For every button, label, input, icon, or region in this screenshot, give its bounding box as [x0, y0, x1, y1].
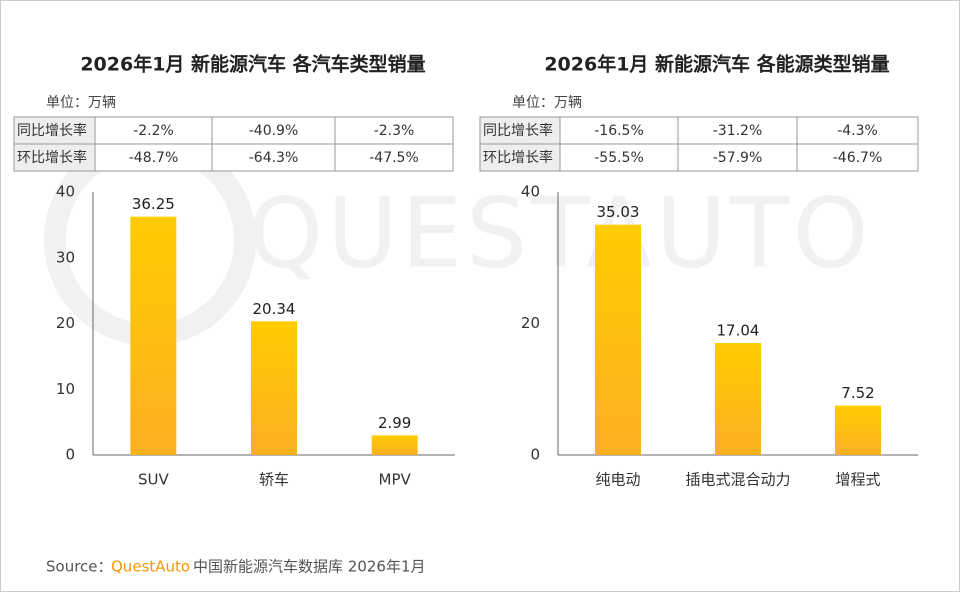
table-cell — [334, 143, 454, 172]
table-cell — [211, 143, 336, 172]
value-label: 20.34 — [253, 300, 296, 318]
table-cell — [13, 143, 96, 172]
table-value: -31.2% — [713, 123, 763, 139]
value-label: 35.03 — [597, 203, 640, 221]
watermark: QUESTAUTO — [248, 177, 873, 289]
x-tick-label: SUV — [138, 471, 170, 489]
source-text: 中国新能源汽车数据库 2026年1月 — [193, 558, 426, 576]
table-cell — [559, 116, 679, 145]
table-value: -2.3% — [374, 123, 415, 139]
bar — [715, 342, 761, 455]
bar — [835, 405, 881, 455]
chart-title: 2026年1月 新能源汽车 各汽车类型销量 — [80, 53, 425, 76]
bar — [130, 216, 177, 455]
x-tick-label: 轿车 — [259, 471, 289, 489]
y-tick-label: 40 — [56, 183, 75, 201]
bar — [251, 321, 297, 455]
table-value: -57.9% — [713, 150, 763, 166]
table-row-header: 环比增长率 — [17, 149, 87, 166]
table-cell — [796, 116, 919, 145]
x-tick-label: 增程式 — [835, 471, 880, 489]
value-label: 36.25 — [132, 195, 175, 213]
y-tick-label: 10 — [56, 380, 75, 398]
bar — [595, 224, 641, 455]
table-value: -47.5% — [369, 150, 419, 166]
table-cell — [211, 116, 336, 145]
table-row-header: 环比增长率 — [483, 149, 553, 166]
source-label: Source： — [46, 558, 113, 576]
table-value: -2.2% — [133, 123, 174, 139]
x-tick-label: MPV — [379, 471, 412, 489]
value-label: 2.99 — [378, 414, 411, 432]
y-tick-label: 20 — [56, 314, 75, 332]
table-cell — [94, 143, 213, 172]
table-value: -48.7% — [129, 150, 179, 166]
table-row-header: 同比增长率 — [483, 122, 553, 139]
table-row-header: 同比增长率 — [17, 122, 87, 139]
table-value: -16.5% — [594, 123, 644, 139]
table-cell — [796, 143, 919, 172]
unit-label: 单位：万辆 — [46, 95, 116, 111]
source-brand: QuestAuto — [111, 558, 190, 576]
y-tick-label: 0 — [65, 446, 75, 464]
y-tick-label: 40 — [521, 183, 540, 201]
x-tick-label: 纯电动 — [595, 471, 640, 489]
y-tick-label: 30 — [56, 248, 75, 266]
table-value: -55.5% — [594, 150, 644, 166]
chart-title: 2026年1月 新能源汽车 各能源类型销量 — [544, 53, 889, 76]
table-value: -40.9% — [249, 123, 299, 139]
value-label: 17.04 — [717, 321, 760, 339]
table-value: -46.7% — [833, 150, 883, 166]
unit-label: 单位：万辆 — [512, 95, 582, 111]
value-label: 7.52 — [841, 384, 874, 402]
table-cell — [479, 116, 561, 145]
bar — [371, 435, 418, 455]
y-tick-label: 0 — [530, 446, 540, 464]
table-value: -4.3% — [837, 123, 878, 139]
y-tick-label: 20 — [521, 314, 540, 332]
x-tick-label: 插电式混合动力 — [685, 471, 790, 489]
table-value: -64.3% — [249, 150, 299, 166]
